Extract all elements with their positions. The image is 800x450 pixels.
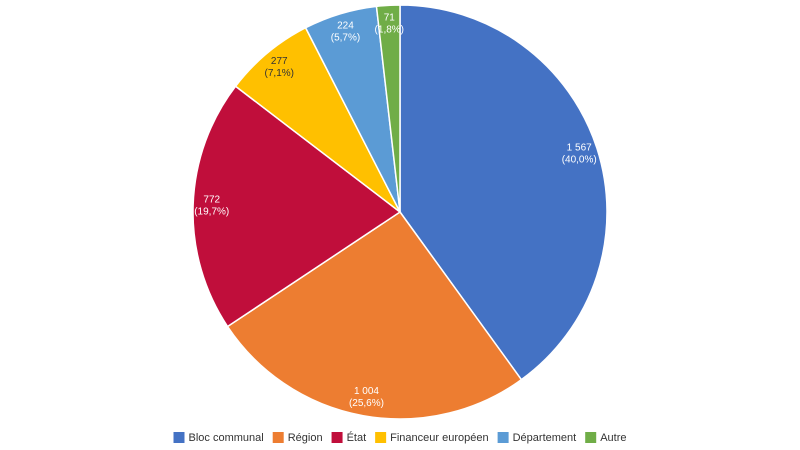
legend-swatch	[585, 432, 597, 443]
value-label: 71	[384, 13, 396, 24]
pie-slice	[192, 85, 402, 328]
pie-slice	[399, 4, 608, 381]
legend-swatch	[497, 432, 509, 443]
share-label: (1,8%)	[375, 25, 404, 36]
legend-label: Financeur européen	[390, 432, 488, 444]
legend-label: Département	[513, 432, 577, 444]
share-label: (40,0%)	[562, 155, 597, 166]
pie-slice	[226, 210, 523, 420]
legend-label: État	[347, 431, 367, 444]
legend-label: Bloc communal	[189, 432, 264, 444]
share-label: (19,7%)	[194, 206, 229, 217]
share-label: (7,1%)	[265, 68, 294, 79]
value-label: 772	[203, 194, 220, 205]
value-label: 1 004	[354, 386, 379, 397]
pie-slice	[375, 4, 401, 213]
value-label: 277	[271, 56, 288, 67]
share-label: (25,6%)	[349, 398, 384, 409]
legend-label: Autre	[600, 432, 626, 444]
legend-swatch	[173, 432, 185, 443]
legend-swatch	[331, 432, 343, 443]
legend-label: Région	[288, 432, 323, 444]
share-label: (5,7%)	[331, 32, 360, 43]
legend: Bloc communal Région État Financeur europée…	[173, 431, 627, 444]
legend-swatch	[375, 432, 387, 443]
value-label: 1 567	[567, 143, 592, 154]
legend-swatch	[272, 432, 284, 443]
value-label: 224	[337, 20, 354, 31]
